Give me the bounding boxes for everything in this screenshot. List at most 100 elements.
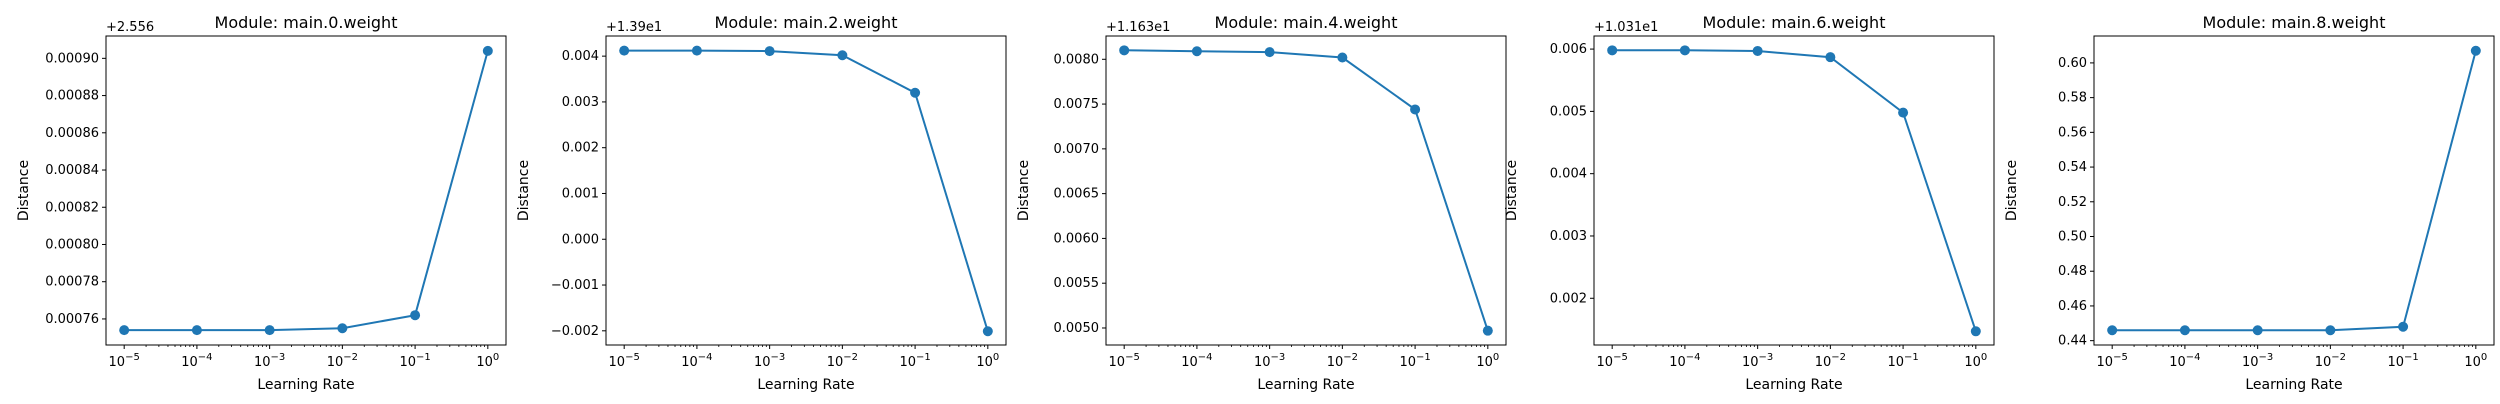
- x-tick-label: 10−2: [2315, 352, 2346, 370]
- x-tick-exponent: −3: [1271, 352, 1286, 363]
- data-point: [910, 87, 921, 98]
- y-tick-label: 0.48: [2058, 264, 2087, 279]
- data-point: [2470, 45, 2481, 56]
- data-point: [1825, 52, 1836, 63]
- x-tick-base: 10: [2387, 355, 2404, 370]
- data-point: [1191, 46, 1202, 57]
- y-tick-label: 0.0075: [1054, 97, 1100, 112]
- x-tick-exponent: −1: [916, 352, 931, 363]
- x-tick-exponent: −1: [2404, 352, 2419, 363]
- x-tick-exponent: 0: [2481, 352, 2487, 363]
- x-tick-exponent: 0: [993, 352, 999, 363]
- y-tick-label: 0.000: [562, 232, 599, 247]
- subplot-4: 0.440.460.480.500.520.540.560.580.6010−5…: [2004, 13, 2495, 393]
- x-tick-exponent: 0: [1981, 352, 1987, 363]
- y-offset-text: +2.556: [106, 20, 154, 35]
- axes-frame: [2093, 35, 2495, 346]
- y-tick-label: 0.0070: [1054, 142, 1100, 157]
- x-tick-base: 10: [2097, 355, 2114, 370]
- x-tick-label: 10−5: [2097, 352, 2128, 370]
- subplot-title: Module: main.8.weight: [2203, 13, 2386, 32]
- series-line: [1124, 49, 1489, 332]
- subplot-1: −0.002−0.0010.0000.0010.0020.0030.00410−…: [516, 13, 1007, 393]
- axes-frame: [1593, 35, 1995, 346]
- x-tick-base: 10: [1254, 355, 1271, 370]
- y-tick-label: 0.005: [1550, 104, 1587, 119]
- x-axis-label: Learning Rate: [1257, 377, 1354, 393]
- x-tick-label: 10−5: [109, 352, 140, 370]
- axes-frame: [105, 35, 507, 346]
- data-point: [982, 326, 993, 337]
- x-tick-base: 10: [1742, 355, 1759, 370]
- y-tick-label: 0.60: [2058, 56, 2087, 71]
- x-tick-exponent: −4: [1198, 352, 1213, 363]
- x-tick-base: 10: [2315, 355, 2332, 370]
- x-tick-base: 10: [754, 355, 771, 370]
- y-tick-label: 0.46: [2058, 299, 2087, 314]
- x-tick-exponent: −1: [416, 352, 431, 363]
- x-axis-label: Learning Rate: [257, 377, 354, 393]
- x-tick-base: 10: [1109, 355, 1126, 370]
- data-point: [1410, 104, 1421, 115]
- x-tick-exponent: −3: [1759, 352, 1774, 363]
- y-tick-label: 0.004: [562, 49, 599, 64]
- x-tick-base: 10: [254, 355, 271, 370]
- y-tick-label: 0.0080: [1054, 52, 1100, 67]
- x-tick-exponent: −5: [625, 352, 640, 363]
- x-axis-label: Learning Rate: [1745, 377, 1842, 393]
- x-tick-label: 10−5: [1597, 352, 1628, 370]
- data-point: [1119, 45, 1130, 56]
- y-tick-label: −0.002: [551, 324, 599, 339]
- y-tick-label: 0.003: [562, 95, 599, 110]
- data-point: [2252, 325, 2263, 336]
- x-axis-label: Learning Rate: [757, 377, 854, 393]
- y-tick-label: 0.52: [2058, 195, 2087, 210]
- x-tick-base: 10: [827, 355, 844, 370]
- axes-frame: [605, 35, 1007, 346]
- x-tick-label: 10−5: [1109, 352, 1140, 370]
- x-tick-label: 10−1: [899, 352, 930, 370]
- data-point: [1898, 107, 1909, 118]
- x-tick-label: 10−2: [327, 352, 358, 370]
- x-tick-exponent: −5: [125, 352, 140, 363]
- x-tick-base: 10: [1669, 355, 1686, 370]
- data-point: [1752, 45, 1763, 56]
- x-tick-base: 10: [681, 355, 698, 370]
- y-tick-label: 0.56: [2058, 125, 2087, 140]
- x-tick-label: 10−3: [754, 352, 785, 370]
- x-tick-exponent: −4: [198, 352, 213, 363]
- y-tick-label: 0.00084: [45, 163, 99, 178]
- data-point: [1337, 52, 1348, 63]
- subplot-2: 0.0050 0.0055 0.0060 0.0065 0.0070 0.0075 0.00…: [1016, 13, 1507, 393]
- subplot-title: Module: main.4.weight: [1215, 13, 1398, 32]
- y-tick-label: 0.0060: [1054, 231, 1100, 246]
- y-tick-label: 0.002: [562, 141, 599, 156]
- x-tick-exponent: −2: [843, 352, 858, 363]
- x-tick-exponent: −1: [1416, 352, 1431, 363]
- y-tick-label: 0.004: [1550, 167, 1587, 182]
- x-tick-label: 100: [1476, 352, 1499, 370]
- y-axis-label: Distance: [16, 160, 32, 221]
- x-tick-exponent: −2: [1343, 352, 1358, 363]
- x-tick-label: 10−2: [1327, 352, 1358, 370]
- data-point: [191, 325, 202, 336]
- x-tick-base: 10: [399, 355, 416, 370]
- y-tick-label: −0.001: [551, 278, 599, 293]
- x-tick-exponent: −3: [771, 352, 786, 363]
- data-point: [1607, 45, 1618, 56]
- x-tick-label: 10−4: [2169, 352, 2200, 370]
- series-line: [2112, 50, 2477, 332]
- x-tick-label: 10−2: [1815, 352, 1846, 370]
- x-tick-base: 10: [609, 355, 626, 370]
- x-tick-exponent: −5: [2113, 352, 2128, 363]
- data-point: [2325, 325, 2336, 336]
- y-offset-text: +1.163e1: [1106, 20, 1170, 35]
- data-point: [837, 50, 848, 61]
- x-tick-exponent: −2: [1831, 352, 1846, 363]
- subplot-title: Module: main.6.weight: [1703, 13, 1886, 32]
- x-tick-label: 10−4: [1181, 352, 1212, 370]
- y-tick-label: 0.0065: [1054, 187, 1100, 202]
- y-axis-label: Distance: [1504, 160, 1520, 221]
- x-tick-base: 10: [1887, 355, 1904, 370]
- y-tick-label: 0.0055: [1054, 276, 1100, 291]
